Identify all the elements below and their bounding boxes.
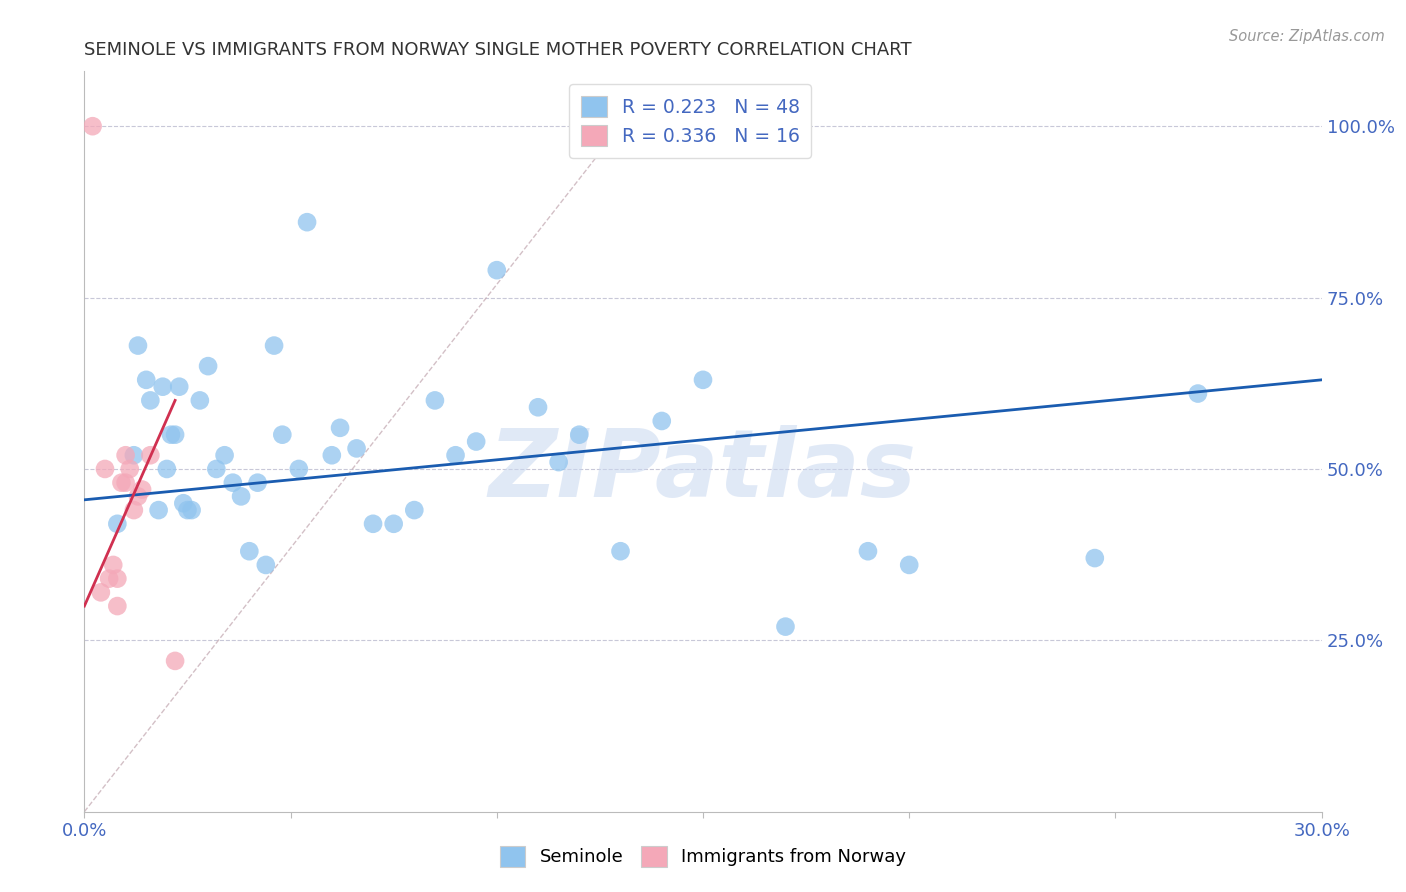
Point xyxy=(527,401,550,415)
Point xyxy=(214,448,236,462)
Point xyxy=(1084,551,1107,566)
Point xyxy=(160,427,183,442)
Point xyxy=(222,475,245,490)
Point xyxy=(229,489,252,503)
Point xyxy=(382,516,405,531)
Point xyxy=(404,503,426,517)
Text: Source: ZipAtlas.com: Source: ZipAtlas.com xyxy=(1229,29,1385,45)
Text: SEMINOLE VS IMMIGRANTS FROM NORWAY SINGLE MOTHER POVERTY CORRELATION CHART: SEMINOLE VS IMMIGRANTS FROM NORWAY SINGL… xyxy=(84,41,912,59)
Point xyxy=(423,393,446,408)
Legend: R = 0.223   N = 48, R = 0.336   N = 16: R = 0.223 N = 48, R = 0.336 N = 16 xyxy=(569,85,811,158)
Point xyxy=(118,462,141,476)
Point xyxy=(1187,386,1209,401)
Point xyxy=(295,215,318,229)
Point xyxy=(321,448,343,462)
Point xyxy=(361,516,384,531)
Point xyxy=(692,373,714,387)
Text: ZIPatlas: ZIPatlas xyxy=(489,425,917,517)
Point xyxy=(110,475,132,490)
Point xyxy=(271,427,294,442)
Point xyxy=(254,558,277,572)
Point xyxy=(152,380,174,394)
Point xyxy=(139,393,162,408)
Point xyxy=(205,462,228,476)
Point xyxy=(105,516,128,531)
Point xyxy=(90,585,112,599)
Point xyxy=(135,373,157,387)
Point xyxy=(156,462,179,476)
Point xyxy=(167,380,190,394)
Point xyxy=(131,483,153,497)
Point xyxy=(288,462,311,476)
Point xyxy=(103,558,125,572)
Point xyxy=(329,421,352,435)
Point xyxy=(82,119,104,133)
Point xyxy=(122,503,145,517)
Point xyxy=(165,427,187,442)
Point xyxy=(547,455,569,469)
Point xyxy=(127,338,149,352)
Point xyxy=(609,544,631,558)
Point xyxy=(98,572,121,586)
Point xyxy=(197,359,219,373)
Point xyxy=(148,503,170,517)
Point xyxy=(176,503,198,517)
Point xyxy=(465,434,488,449)
Point xyxy=(122,448,145,462)
Point xyxy=(651,414,673,428)
Point xyxy=(180,503,202,517)
Point xyxy=(188,393,211,408)
Point xyxy=(238,544,260,558)
Point xyxy=(263,338,285,352)
Point xyxy=(568,427,591,442)
Point xyxy=(246,475,269,490)
Point xyxy=(444,448,467,462)
Point xyxy=(165,654,187,668)
Point xyxy=(94,462,117,476)
Point xyxy=(114,475,136,490)
Point xyxy=(485,263,508,277)
Legend: Seminole, Immigrants from Norway: Seminole, Immigrants from Norway xyxy=(492,838,914,874)
Point xyxy=(346,442,368,456)
Point xyxy=(114,448,136,462)
Point xyxy=(856,544,879,558)
Point xyxy=(898,558,921,572)
Point xyxy=(775,619,797,633)
Point xyxy=(105,599,128,613)
Point xyxy=(139,448,162,462)
Point xyxy=(127,489,149,503)
Point xyxy=(105,572,128,586)
Point xyxy=(172,496,194,510)
